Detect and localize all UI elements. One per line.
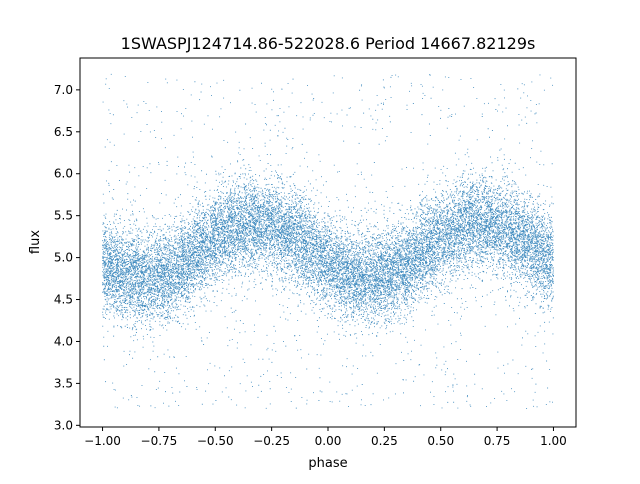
x-tick-label: −0.25 xyxy=(253,434,290,448)
y-tick-label: 6.5 xyxy=(54,125,73,139)
x-tick-label: 0.75 xyxy=(484,434,511,448)
y-tick-label: 4.5 xyxy=(54,293,73,307)
y-tick-label: 4.0 xyxy=(54,334,73,348)
y-tick-label: 3.0 xyxy=(54,418,73,432)
x-tick-label: 1.00 xyxy=(540,434,567,448)
y-axis: 3.0 3.5 4.0 4.5 5.0 5.5 6.0 6.5 7.0 xyxy=(54,83,80,432)
x-axis-label: phase xyxy=(308,456,347,471)
x-tick-label: 0.00 xyxy=(315,434,342,448)
chart-title: 1SWASPJ124714.86-522028.6 Period 14667.8… xyxy=(121,34,536,53)
x-tick-label: −0.50 xyxy=(197,434,234,448)
y-tick-label: 3.5 xyxy=(54,376,73,390)
scatter-points xyxy=(102,73,554,409)
x-axis: −1.00 −0.75 −0.50 −0.25 0.00 0.25 0.50 0.75 1.00 xyxy=(84,427,567,448)
x-tick-label: −1.00 xyxy=(84,434,121,448)
x-tick-label: −0.75 xyxy=(141,434,178,448)
y-tick-label: 5.0 xyxy=(54,251,73,265)
scatter-series-points xyxy=(102,73,554,409)
y-tick-label: 6.0 xyxy=(54,167,73,181)
x-tick-label: 0.25 xyxy=(371,434,398,448)
y-tick-label: 7.0 xyxy=(54,83,73,97)
y-axis-label: flux xyxy=(28,230,43,254)
y-tick-label: 5.5 xyxy=(54,209,73,223)
x-tick-label: 0.50 xyxy=(427,434,454,448)
